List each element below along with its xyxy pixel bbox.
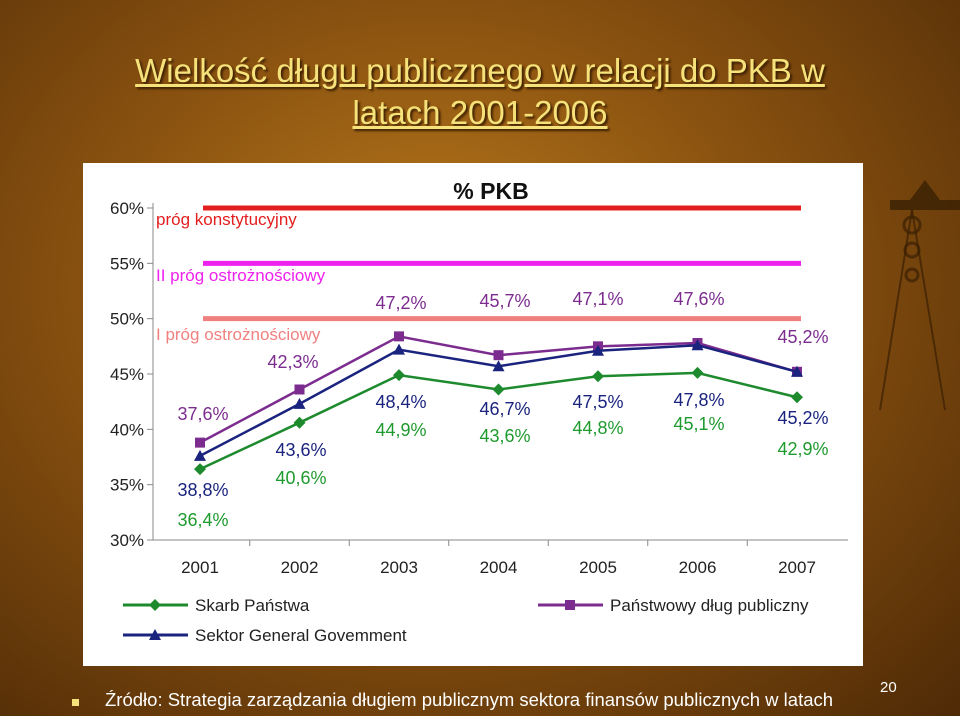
data-point xyxy=(592,344,604,356)
legend-label: Skarb Państwa xyxy=(195,596,310,615)
data-point xyxy=(493,350,504,361)
y-tick-label: 55% xyxy=(110,254,144,273)
data-point xyxy=(691,366,704,379)
page-number: 20 xyxy=(880,679,897,696)
x-tick-label: 2005 xyxy=(579,558,617,577)
threshold-label: II próg ostrożnościowy xyxy=(156,266,326,285)
data-point xyxy=(394,331,404,342)
data-label: 48,4% xyxy=(375,392,426,412)
data-point xyxy=(293,397,306,409)
line-chart: % PKB 30% 35% 40% 45% 50% 55% 60% 2001 2002 2003 20… xyxy=(110,178,848,645)
data-label: 47,5% xyxy=(572,392,623,412)
slide-title: Wielkość długu publicznego w relacji do … xyxy=(40,50,920,134)
data-label: 36,4% xyxy=(177,510,228,530)
chart-title: % PKB xyxy=(453,178,528,204)
data-label: 47,1% xyxy=(572,289,623,309)
threshold-label: próg konstytucyjny xyxy=(156,210,297,229)
x-tick-label: 2004 xyxy=(480,558,518,577)
source-note: Źródło: Strategia zarządzania długiem pu… xyxy=(105,689,834,716)
data-label: 45,1% xyxy=(673,414,724,434)
data-label: 38,8% xyxy=(177,480,228,500)
data-point xyxy=(492,360,505,372)
data-point xyxy=(294,384,305,395)
data-point xyxy=(194,463,206,476)
legend-marker xyxy=(149,629,161,640)
x-tick-label: 2006 xyxy=(679,558,717,577)
y-tick-label: 45% xyxy=(110,365,144,384)
scales-decoration xyxy=(879,180,960,411)
data-label: 42,3% xyxy=(267,352,318,372)
legend-marker xyxy=(149,599,161,611)
data-point xyxy=(393,343,405,355)
data-point xyxy=(293,416,306,429)
data-point xyxy=(691,339,704,351)
data-point xyxy=(791,391,803,404)
slide-title-line-1: Wielkość długu publicznego w relacji do … xyxy=(135,52,825,89)
data-label: 42,9% xyxy=(777,439,828,459)
y-tick-label: 50% xyxy=(110,310,144,329)
y-tick-label: 60% xyxy=(110,199,144,218)
slide-title-line-2: latach 2001-2006 xyxy=(352,94,608,131)
data-point xyxy=(194,449,206,461)
data-label: 43,6% xyxy=(479,426,530,446)
data-label: 45,2% xyxy=(777,327,828,347)
data-label: 43,6% xyxy=(275,440,326,460)
chart-panel: % PKB 30% 35% 40% 45% 50% 55% 60% 2001 2002 2003 20… xyxy=(83,163,863,666)
data-label: 37,6% xyxy=(177,404,228,424)
data-label: 45,2% xyxy=(777,408,828,428)
y-tick-label: 30% xyxy=(110,531,144,550)
data-label: 47,6% xyxy=(673,289,724,309)
threshold-label: I próg ostrożnościowy xyxy=(156,325,321,344)
data-label: 47,8% xyxy=(673,390,724,410)
legend-marker xyxy=(565,600,575,610)
data-label: 44,9% xyxy=(375,420,426,440)
x-tick-label: 2003 xyxy=(380,558,418,577)
x-tick-label: 2001 xyxy=(181,558,219,577)
legend-label: Państwowy dług publiczny xyxy=(610,596,809,615)
data-point xyxy=(592,370,604,383)
data-point xyxy=(492,383,505,396)
y-tick-label: 40% xyxy=(110,420,144,439)
data-label: 40,6% xyxy=(275,468,326,488)
y-tick-label: 35% xyxy=(110,476,144,495)
data-point xyxy=(195,437,205,448)
legend-label: Sektor General Govemment xyxy=(195,626,407,645)
data-label: 47,2% xyxy=(375,293,426,313)
data-label: 46,7% xyxy=(479,399,530,419)
x-tick-label: 2002 xyxy=(281,558,319,577)
x-tick-label: 2007 xyxy=(778,558,816,577)
data-point xyxy=(393,369,405,382)
data-point xyxy=(791,365,803,377)
bullet-icon xyxy=(72,699,79,706)
data-label: 45,7% xyxy=(479,291,530,311)
data-label: 44,8% xyxy=(572,418,623,438)
